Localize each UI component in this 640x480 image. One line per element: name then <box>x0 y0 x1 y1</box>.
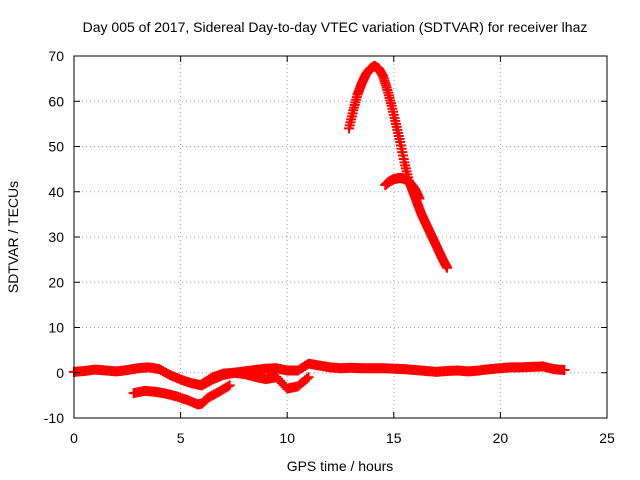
y-axis-label: SDTVAR / TECUs <box>5 181 21 293</box>
series-mid-track <box>196 367 314 394</box>
x-tick-label: 25 <box>599 430 615 446</box>
y-tick-label: 60 <box>48 93 64 109</box>
x-axis: 0 5 10 15 20 25 <box>70 56 615 446</box>
data-point <box>442 262 453 273</box>
y-tick-label: 70 <box>48 48 64 64</box>
data-point <box>224 380 235 391</box>
chart-title: Day 005 of 2017, Sidereal Day-to-day VTE… <box>83 19 588 35</box>
data-point <box>222 381 233 392</box>
series-baseline-track <box>69 358 570 391</box>
y-tick-label: 0 <box>56 365 64 381</box>
y-tick-label: 40 <box>48 184 64 200</box>
data-points <box>69 60 570 410</box>
data-point <box>559 365 570 376</box>
y-tick-label: 10 <box>48 320 64 336</box>
series-lower-track <box>128 380 235 410</box>
data-point <box>414 193 425 204</box>
series-arc-secondary <box>380 173 425 204</box>
y-axis: -10 0 10 20 30 40 50 60 70 <box>44 48 607 426</box>
data-point <box>303 372 314 383</box>
series-arc-main <box>344 60 453 273</box>
x-tick-label: 20 <box>493 430 509 446</box>
x-tick-label: 0 <box>70 430 78 446</box>
y-tick-label: 20 <box>48 274 64 290</box>
x-tick-label: 10 <box>279 430 295 446</box>
x-axis-label: GPS time / hours <box>287 458 394 474</box>
grid-lines <box>74 56 607 418</box>
x-tick-label: 15 <box>386 430 402 446</box>
y-tick-label: 30 <box>48 229 64 245</box>
y-tick-label: 50 <box>48 139 64 155</box>
x-tick-label: 5 <box>177 430 185 446</box>
y-tick-label: -10 <box>44 410 64 426</box>
data-point <box>301 373 312 384</box>
